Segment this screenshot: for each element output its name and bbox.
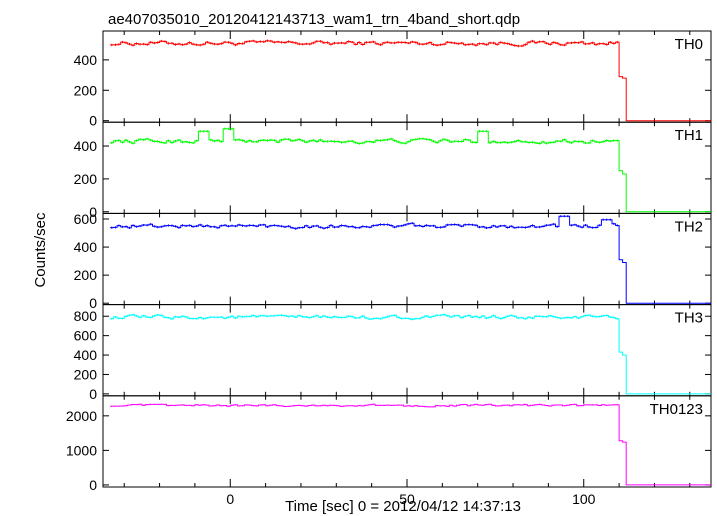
y-tick-label: 200 (74, 267, 98, 283)
panel-stack: 0 200 400 TH0 0 200 400 TH1 0 200 400 600 TH2 0 200 400… (66, 30, 712, 507)
series-label: TH0 (675, 36, 703, 53)
panel-frame (102, 121, 712, 214)
panel-th0123: 0 1000 2000 TH0123 (66, 395, 712, 493)
error-bars-th0 (111, 39, 618, 48)
y-tick-label: 800 (74, 308, 98, 324)
panel-th0: 0 200 400 TH0 (74, 30, 712, 129)
y-tick-label: 400 (74, 239, 98, 255)
series-line-th0 (110, 40, 711, 122)
series-line-th1 (110, 128, 711, 213)
y-axis-label: Counts/sec (32, 212, 49, 288)
y-tick-label: 1000 (66, 442, 97, 458)
series-line-th0123 (110, 403, 711, 486)
x-axis-label: Time [sec] 0 = 2012/04/12 14:37:13 (285, 498, 521, 515)
series-line-th3 (110, 314, 711, 395)
error-bars-th3 (111, 313, 618, 321)
y-tick-label: 0 (89, 477, 97, 493)
series-label: TH3 (675, 310, 703, 327)
y-tick-label: 400 (74, 347, 98, 363)
y-tick-label: 400 (74, 138, 98, 154)
y-tick-label: 0 (89, 113, 97, 129)
y-tick-label: 200 (74, 82, 98, 98)
error-bars-th0123 (111, 403, 618, 408)
y-tick-label: 600 (74, 328, 98, 344)
series-line-th2 (110, 215, 711, 304)
error-bars-th2 (111, 215, 618, 230)
panel-th1: 0 200 400 TH1 (74, 121, 712, 220)
y-tick-label: 2000 (66, 408, 97, 424)
x-tick-label: 100 (572, 491, 596, 507)
series-label: TH2 (675, 218, 703, 235)
series-label: TH0123 (650, 401, 703, 418)
chart-title: ae407035010_20120412143713_wam1_trn_4ban… (108, 11, 520, 28)
y-tick-label: 600 (74, 211, 98, 227)
y-tick-label: 0 (89, 204, 97, 220)
y-tick-label: 0 (89, 295, 97, 311)
error-bars-th1 (111, 127, 618, 145)
y-tick-label: 0 (89, 386, 97, 402)
series-label: TH1 (675, 127, 703, 144)
panel-frame (102, 395, 712, 488)
y-tick-label: 200 (74, 366, 98, 382)
panel-th3: 0 200 400 600 800 TH3 (74, 304, 712, 402)
y-tick-label: 400 (74, 52, 98, 68)
y-tick-label: 200 (74, 171, 98, 187)
x-tick-label: 0 (226, 491, 234, 507)
panel-th2: 0 200 400 600 TH2 (74, 211, 712, 311)
x-tick-label: 50 (399, 491, 415, 507)
